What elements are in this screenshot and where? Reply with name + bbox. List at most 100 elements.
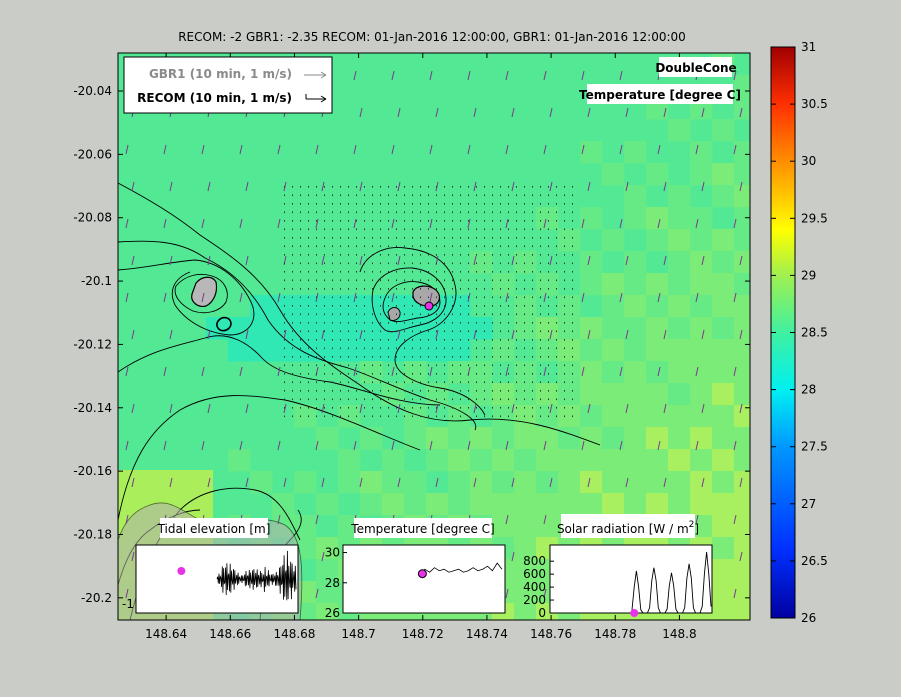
current-dot (556, 347, 557, 350)
current-dot (428, 313, 429, 316)
current-dot (460, 194, 461, 197)
contour-line (174, 273, 228, 314)
solar-tick-label: 0 (538, 606, 546, 620)
current-dot (420, 194, 421, 197)
current-dot (356, 203, 357, 205)
current-dot (444, 245, 445, 248)
current-dot (316, 237, 317, 239)
current-dot (444, 330, 445, 333)
current-dot (284, 194, 285, 197)
current-arrow (733, 366, 737, 377)
current-dot (508, 186, 509, 188)
current-dot (516, 364, 517, 367)
current-dot (308, 254, 309, 256)
current-dot (532, 381, 533, 384)
current-dot (380, 415, 381, 418)
current-dot (332, 271, 333, 273)
current-dot (500, 194, 501, 197)
current-dot (308, 398, 309, 401)
current-dot (572, 364, 573, 367)
field-cell (580, 141, 603, 164)
field-cell (536, 493, 559, 516)
current-dot (356, 339, 357, 341)
current-dot (556, 237, 557, 239)
solar-series-line (631, 552, 712, 614)
current-arrow (353, 218, 357, 229)
current-dot (324, 339, 325, 341)
current-dot (428, 330, 429, 333)
contour-line (118, 240, 477, 431)
current-dot (356, 237, 357, 239)
current-dot (508, 271, 509, 273)
current-dot (516, 373, 517, 375)
current-dot (564, 390, 565, 392)
current-dot (300, 211, 301, 214)
field-cell (668, 295, 691, 318)
current-dot (372, 262, 373, 265)
current-dot (380, 390, 381, 392)
current-dot (572, 398, 573, 401)
field-cell (514, 537, 537, 560)
current-dot (492, 364, 493, 367)
current-dot (428, 364, 429, 367)
field-cell (690, 295, 713, 318)
current-arrow (701, 477, 705, 488)
current-arrow (619, 144, 623, 155)
current-dot (468, 211, 469, 214)
current-dot (388, 211, 389, 214)
field-cell (624, 383, 647, 406)
field-cell (734, 383, 750, 406)
field-cell (580, 207, 603, 230)
current-dot (564, 211, 565, 214)
current-dot (404, 262, 405, 265)
current-dot (404, 305, 405, 307)
field-cell (668, 185, 691, 208)
current-dot (396, 330, 397, 333)
current-dot (380, 203, 381, 205)
field-cell (426, 493, 449, 516)
colorbar-tick-label: 27.5 (801, 440, 828, 454)
current-arrow (511, 107, 515, 118)
field-cell (448, 295, 471, 318)
current-dot (388, 356, 389, 358)
current-dot (396, 322, 397, 324)
current-arrow (473, 403, 477, 414)
current-dot (388, 347, 389, 350)
current-arrow (543, 70, 547, 81)
current-arrow (657, 144, 661, 155)
current-dot (564, 262, 565, 265)
field-cell (580, 405, 603, 428)
current-dot (292, 415, 293, 418)
island-west-rock (216, 316, 232, 332)
current-dot (412, 322, 413, 324)
current-dot (556, 228, 557, 231)
map-frame (117, 52, 751, 621)
current-dot (444, 220, 445, 222)
current-dot (564, 415, 565, 418)
current-dot (444, 203, 445, 205)
current-dot (556, 415, 557, 418)
current-dot (396, 356, 397, 358)
current-dot (476, 398, 477, 401)
current-dot (484, 228, 485, 231)
current-dot (412, 381, 413, 384)
current-dot (444, 194, 445, 197)
current-dot (292, 186, 293, 188)
field-cell (514, 471, 537, 494)
field-cell (514, 383, 537, 406)
current-dot (564, 194, 565, 197)
field-cell (294, 515, 317, 538)
field-cell (712, 273, 735, 296)
current-dot (356, 415, 357, 418)
current-dot (476, 305, 477, 307)
current-dot (388, 203, 389, 205)
current-dot (364, 381, 365, 384)
current-dot (340, 262, 341, 265)
current-dot (444, 262, 445, 265)
current-dot (492, 356, 493, 358)
current-dot (484, 237, 485, 239)
current-dot (292, 398, 293, 401)
current-dot (460, 220, 461, 222)
current-dot (284, 373, 285, 375)
field-cell (316, 427, 339, 450)
